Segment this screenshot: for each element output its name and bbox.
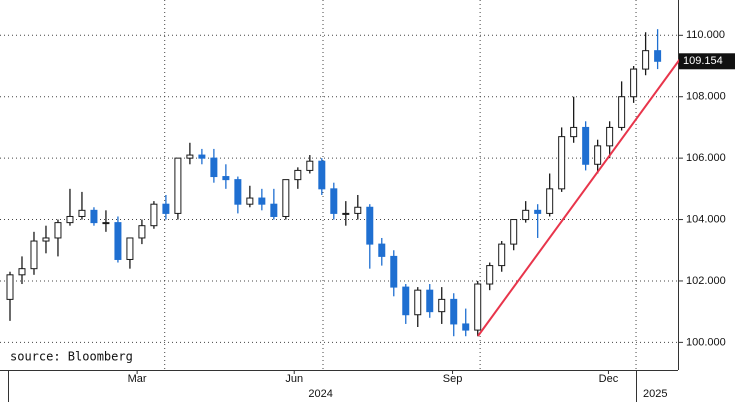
candle-body xyxy=(570,126,578,138)
source-note: source: Bloomberg xyxy=(10,350,133,364)
candle-body xyxy=(486,265,494,285)
candle-body xyxy=(282,179,290,217)
x-year-label: 2025 xyxy=(643,388,667,400)
candle-body xyxy=(402,286,410,316)
candle-body xyxy=(534,209,542,214)
candle-body xyxy=(114,222,122,260)
candle-body xyxy=(318,160,326,190)
candle-body xyxy=(558,136,566,190)
candle-body xyxy=(234,179,242,205)
y-tick-label: 108.000 xyxy=(686,91,726,103)
candle-body xyxy=(306,160,314,171)
candle-body xyxy=(474,283,482,331)
candle-body xyxy=(546,188,554,214)
candle-body xyxy=(522,209,530,221)
candle-body xyxy=(426,289,434,313)
candle-body xyxy=(342,212,350,215)
y-tick-label: 110.000 xyxy=(686,29,725,41)
candle-body xyxy=(366,206,374,245)
candle-body xyxy=(654,50,662,62)
y-tick-label: 106.000 xyxy=(686,152,726,164)
x-tick-label: Jun xyxy=(285,373,303,385)
candle-body xyxy=(270,203,278,217)
candle-body xyxy=(462,323,470,331)
y-tick-label: 104.000 xyxy=(686,213,726,225)
y-tick-label: 100.000 xyxy=(686,336,726,348)
candle-body xyxy=(582,126,590,165)
candle-body xyxy=(102,222,110,225)
candle-body xyxy=(450,298,458,325)
candle-body xyxy=(594,145,602,165)
candle-body xyxy=(138,225,146,239)
y-tick-label: 102.000 xyxy=(686,275,726,287)
candle-body xyxy=(606,126,614,147)
candle-body xyxy=(18,268,26,276)
candle-body xyxy=(42,237,50,242)
candle-body xyxy=(54,222,62,239)
candle-body xyxy=(630,68,638,98)
candle-body xyxy=(642,50,650,70)
candle-body xyxy=(30,240,38,270)
candle-body xyxy=(510,219,518,245)
x-tick-label: Mar xyxy=(128,373,147,385)
x-year-label: 2024 xyxy=(308,388,332,400)
candle-body xyxy=(390,255,398,288)
candle-body xyxy=(414,289,422,316)
candle-body xyxy=(90,209,98,224)
candle-body xyxy=(498,243,506,267)
plot xyxy=(0,0,678,370)
annotation-box xyxy=(3,346,153,366)
candle-body xyxy=(258,197,266,205)
candle-body xyxy=(198,154,206,159)
candle-body xyxy=(6,274,14,300)
x-tick-label: Dec xyxy=(599,373,619,385)
candle-body xyxy=(618,96,626,128)
last-value-box xyxy=(679,53,735,70)
candle-body xyxy=(210,157,218,178)
candle-body xyxy=(222,176,230,181)
candle-body xyxy=(354,206,362,214)
candle-body xyxy=(78,209,86,217)
candle-body xyxy=(246,197,254,205)
x-tick-label: Sep xyxy=(443,373,463,385)
candle-body xyxy=(186,154,194,159)
candle-body xyxy=(378,243,386,257)
candle-body xyxy=(150,203,158,227)
last-value-label: 109.154 xyxy=(683,55,723,67)
candle-body xyxy=(66,215,74,224)
candle-body xyxy=(294,169,302,181)
trend-line xyxy=(477,58,681,337)
candle-body xyxy=(162,203,170,214)
candle-body xyxy=(438,298,446,313)
candle-body xyxy=(174,157,182,214)
candle-body xyxy=(126,237,134,260)
candle-body xyxy=(330,188,338,214)
